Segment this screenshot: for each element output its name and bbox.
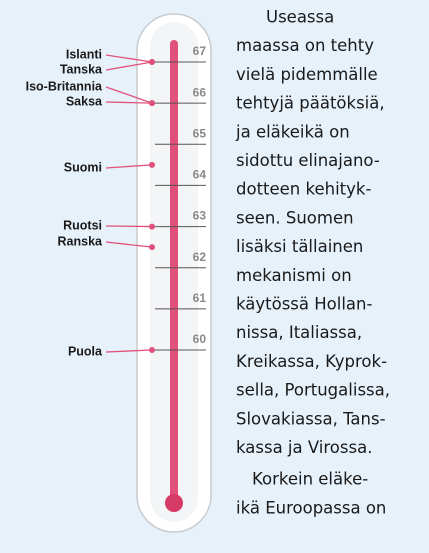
body-text-line: ikä Euroopassa on [236, 498, 386, 517]
thermometer-bulb [165, 494, 183, 512]
marker-dot [149, 223, 155, 230]
body-text-line: Useassa [266, 8, 334, 27]
body-text-line: vielä pidemmälle [236, 65, 378, 84]
marker-dot [149, 100, 155, 107]
leader-line [105, 241, 153, 248]
country-label: Suomi [64, 160, 102, 174]
leader-line [105, 61, 153, 71]
country-label: Ruotsi [63, 218, 102, 232]
leader-line [105, 164, 153, 169]
body-text-line: ja eläkeikä on [235, 122, 350, 141]
body-text-line: seen. Suomen [236, 208, 354, 227]
thermometer-column [170, 40, 178, 502]
body-text-line: nissa, Italiassa, [236, 323, 362, 342]
marker-dot [149, 244, 155, 251]
leader-line [105, 54, 153, 63]
body-text-line: tehtyjä päätöksiä, [236, 94, 385, 113]
body-text-line: maassa on tehty [236, 36, 374, 55]
tick-label: 63 [193, 209, 207, 223]
country-label: Ranska [58, 234, 104, 248]
body-text-line: mekanismi on [236, 266, 352, 285]
body-text-line: lisäksi tällainen [236, 237, 363, 256]
country-label: Saksa [66, 94, 103, 108]
body-text-line: sidottu elinajano- [236, 151, 380, 170]
tick-label: 60 [193, 332, 207, 346]
country-label: Islanti [66, 47, 102, 61]
tick-label: 65 [193, 126, 207, 140]
leader-line [105, 225, 153, 228]
body-text-line: Slovakiassa, Tans- [236, 409, 386, 428]
tick-label: 64 [193, 168, 207, 182]
tick-label: 66 [193, 85, 207, 99]
body-text-line: kassa ja Virossa. [236, 438, 372, 457]
body-text-line: sella, Portugalissa, [236, 381, 390, 400]
tick-label: 62 [193, 250, 207, 264]
tick-label: 61 [193, 291, 207, 305]
country-label: Puola [68, 344, 103, 358]
body-text-line: käytössä Hollan- [236, 295, 372, 314]
body-text-line: dotteen kehityk- [236, 180, 371, 199]
country-label: Tanska [60, 62, 103, 76]
marker-dot [149, 59, 155, 65]
leader-line [105, 86, 153, 104]
marker-dot [149, 161, 155, 168]
leader-line [105, 101, 153, 104]
country-label: Iso-Britannia [26, 79, 103, 93]
body-text-line: Korkein eläke- [252, 470, 368, 489]
marker-dot [149, 347, 155, 353]
tick-label: 67 [193, 44, 207, 58]
leader-line [105, 349, 153, 353]
body-text-line: Kreikassa, Kyprok- [236, 352, 387, 371]
